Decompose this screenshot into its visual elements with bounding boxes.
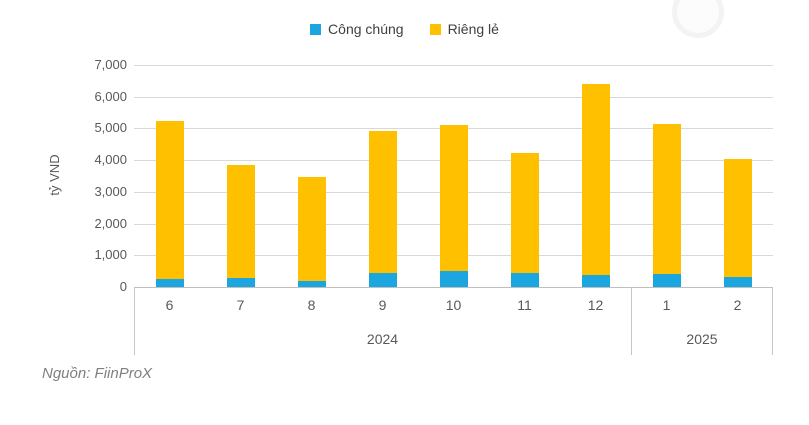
bar-segment bbox=[652, 274, 681, 287]
bar-slot-11 bbox=[489, 65, 560, 287]
bar-month-7 bbox=[226, 165, 255, 287]
bar-segment bbox=[155, 121, 184, 280]
bar-segment bbox=[510, 153, 539, 274]
bar-slot-9 bbox=[347, 65, 418, 287]
y-tick-label: 4,000 bbox=[94, 152, 127, 168]
bar-segment bbox=[226, 278, 255, 287]
x-month-label-10: 10 bbox=[445, 297, 462, 313]
x-month-label-8: 8 bbox=[307, 297, 316, 313]
bars-container bbox=[134, 65, 773, 287]
x-axis-band: 6 7 8 9 10 11 12 1 2 2024 2025 bbox=[134, 287, 773, 355]
x-month-label-7: 7 bbox=[236, 297, 245, 313]
bar-month-12 bbox=[581, 84, 610, 287]
x-axis-line bbox=[134, 287, 773, 288]
gridline bbox=[134, 96, 773, 98]
bar-month-8 bbox=[297, 177, 326, 287]
legend-label-rieng-le: Riêng lẻ bbox=[447, 21, 499, 37]
y-tick-label: 7,000 bbox=[94, 57, 127, 72]
bar-segment bbox=[297, 280, 326, 287]
bar-slot-8 bbox=[276, 65, 347, 287]
legend-item-cong-chung: Công chúng bbox=[310, 21, 404, 37]
bar-slot-2 bbox=[702, 65, 773, 287]
bar-segment bbox=[155, 279, 184, 287]
y-tick-label: 1,000 bbox=[94, 247, 127, 263]
bar-segment bbox=[581, 84, 610, 275]
bar-slot-12 bbox=[560, 65, 631, 287]
y-tick-label: 2,000 bbox=[94, 215, 127, 231]
bar-segment bbox=[581, 274, 610, 287]
bar-slot-1 bbox=[631, 65, 702, 287]
bar-month-2 bbox=[723, 159, 752, 287]
bar-segment bbox=[723, 276, 752, 287]
x-month-label-6: 6 bbox=[165, 297, 174, 313]
bar-month-10 bbox=[439, 124, 468, 287]
bar-month-1 bbox=[652, 124, 681, 287]
bar-segment bbox=[297, 177, 326, 281]
bar-segment bbox=[368, 131, 397, 273]
bar-segment bbox=[652, 124, 681, 275]
plot-area bbox=[134, 65, 773, 288]
bar-segment bbox=[226, 165, 255, 279]
y-tick-label: 3,000 bbox=[94, 183, 127, 199]
bar-segment bbox=[368, 272, 397, 287]
y-tick-label: 5,000 bbox=[94, 120, 127, 136]
x-axis-separator bbox=[631, 287, 632, 355]
gridline bbox=[134, 65, 773, 66]
bar-slot-6 bbox=[134, 65, 205, 287]
x-month-label-12: 12 bbox=[587, 297, 604, 313]
x-month-label-2: 2 bbox=[733, 297, 742, 313]
legend-label-cong-chung: Công chúng bbox=[328, 21, 404, 37]
x-month-label-1: 1 bbox=[662, 297, 671, 313]
x-month-label-11: 11 bbox=[517, 297, 532, 313]
bar-month-11 bbox=[510, 153, 539, 287]
x-axis-month-labels: 6 7 8 9 10 11 12 1 2 bbox=[134, 297, 773, 313]
x-axis-separator bbox=[134, 287, 135, 355]
legend: Công chúng Riêng lẻ bbox=[0, 21, 809, 37]
x-month-label-9: 9 bbox=[378, 297, 387, 313]
bar-slot-10 bbox=[418, 65, 489, 287]
bar-month-6 bbox=[155, 121, 184, 287]
legend-swatch-cong-chung bbox=[310, 23, 322, 35]
legend-item-rieng-le: Riêng lẻ bbox=[429, 21, 499, 37]
bar-slot-7 bbox=[205, 65, 276, 287]
bar-segment bbox=[723, 159, 752, 277]
bar-segment bbox=[439, 124, 468, 272]
y-tick-label: 0 bbox=[119, 279, 127, 294]
y-tick-label: 6,000 bbox=[94, 88, 127, 104]
decorative-circle bbox=[672, 0, 724, 38]
x-year-label-2025: 2025 bbox=[686, 331, 718, 347]
bar-segment bbox=[510, 273, 539, 287]
x-axis-year-labels: 2024 2025 bbox=[134, 331, 773, 347]
legend-swatch-rieng-le bbox=[429, 23, 441, 35]
source-caption: Nguồn: FiinProX bbox=[42, 365, 153, 382]
bar-month-9 bbox=[368, 131, 397, 287]
x-year-label-2024: 2024 bbox=[366, 331, 399, 347]
x-axis-separator bbox=[772, 287, 773, 355]
bar-segment bbox=[439, 271, 468, 287]
